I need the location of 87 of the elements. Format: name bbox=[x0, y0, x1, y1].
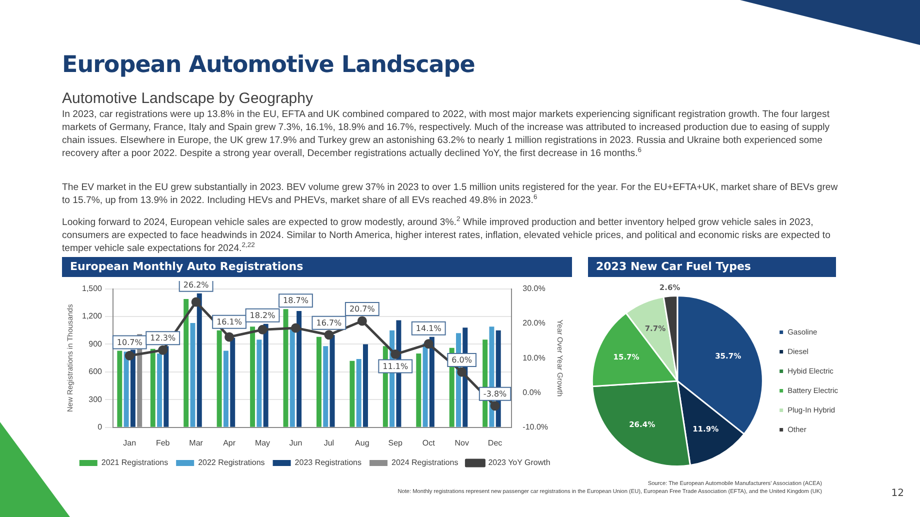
point bbox=[158, 345, 168, 355]
legend-label: 2023 Registrations bbox=[294, 458, 362, 468]
x-tick-label: Oct bbox=[422, 438, 436, 448]
bar bbox=[124, 352, 129, 427]
data-label: 14.1% bbox=[416, 324, 442, 333]
bar bbox=[157, 353, 162, 427]
y2-tick-label: 10.0% bbox=[522, 353, 546, 362]
point bbox=[124, 350, 134, 360]
text: Looking forward to 2024, European vehicle sales are expected to grow modestly, around 3%.$^{2}$ While improved production and better inventory helped grow vehicle sales in 2023, consumers are expected to face headwinds in 2024. Similar to North America, higher interest rates, inflation, elevated vehicle prices, and political and economic risks are expected to temper vehicle sale expectations for 2024.$^{2,22}$ bbox=[62, 216, 832, 255]
x-tick-label: Jun bbox=[289, 438, 302, 448]
y2-tick-label: 30.0% bbox=[522, 284, 546, 294]
y-tick-label: 900 bbox=[88, 339, 103, 348]
bar bbox=[164, 346, 169, 427]
y-tick-label: 1,200 bbox=[82, 312, 103, 321]
bar bbox=[150, 348, 156, 427]
chart-title: European Monthly Auto Registrations bbox=[62, 257, 572, 277]
data-label: 18.7% bbox=[283, 296, 309, 306]
y-tick-label: 1,500 bbox=[82, 284, 103, 294]
y-tick-label: 600 bbox=[88, 367, 103, 376]
point bbox=[390, 350, 400, 360]
point bbox=[490, 401, 500, 411]
bar bbox=[296, 310, 302, 427]
data-label: 16.1% bbox=[216, 317, 242, 326]
text: European Automotive Landscape bbox=[62, 52, 475, 78]
point bbox=[224, 332, 234, 342]
x-tick-label: Dec bbox=[488, 438, 502, 448]
x-tick-label: Jul bbox=[324, 438, 334, 448]
y-tick-label: 0 bbox=[98, 422, 103, 432]
data-label: 10.7% bbox=[116, 338, 143, 347]
bar bbox=[184, 298, 189, 427]
legend-label: 2022 Registrations bbox=[198, 458, 265, 468]
bar bbox=[290, 328, 295, 427]
x-tick-label: Aug bbox=[355, 438, 370, 448]
text: In 2023, car registrations were up 13.8% in the EU, EFTA and UK combined compared to 2022, with most major markets experiencing significant registration growth. The four largest markets of Germany, France, Italy and Spain grew 7.3%, 16.1%, 18.9% and 16.7%, respectively. Much of the increase was attributed to increased production due to easing of supply chain issues. Elsewhere in Europe, the UK grew 17.9% and Turkey grew an astonishing 63.2% to nearly 1 million registrations in 2023. Russia and Ukraine both experienced some recovery after a poor 2022. Despite a strong year overall, December registrations actually declined YoY, the first decrease in 16 months.$^{6}$ bbox=[62, 108, 831, 160]
x-tick-label: Mar bbox=[189, 438, 204, 448]
bar bbox=[216, 330, 222, 427]
x-tick-label: May bbox=[254, 438, 270, 448]
bar bbox=[190, 322, 196, 427]
data-label: 16.7% bbox=[316, 318, 342, 328]
text: The EV market in the EU grew substantially in 2023. BEV volume grew 37% in 2023 to over 1.5 million units registered for the year. For the EU+EFTA+UK, market share of BEVs grew to 15.7%, up from 13.9% in 2022. Including HEVs and PHEVs, market share of all EVs reached 49.8% in 2023.$^{6}$ bbox=[62, 181, 839, 207]
legend-label: 2023 YoY Growth bbox=[488, 458, 550, 468]
bar bbox=[283, 309, 288, 427]
bar bbox=[196, 293, 202, 427]
data-label: 12.3% bbox=[150, 334, 176, 343]
point bbox=[457, 367, 467, 377]
y2-tick-label: 20.0% bbox=[522, 318, 546, 328]
data-label: 20.7% bbox=[349, 304, 376, 314]
data-label: 6.0% bbox=[452, 356, 472, 365]
bar bbox=[263, 324, 268, 427]
data-label: -3.8% bbox=[483, 389, 508, 398]
bar bbox=[416, 353, 422, 427]
point bbox=[324, 330, 334, 340]
x-tick-label: Feb bbox=[156, 438, 170, 448]
text: Automotive Landscape by Geography bbox=[62, 90, 313, 107]
x-tick-label: Apr bbox=[223, 438, 236, 448]
x-tick-label: Jan bbox=[123, 438, 136, 448]
point bbox=[258, 324, 268, 334]
bar bbox=[350, 360, 355, 427]
data-label: 18.2% bbox=[250, 310, 276, 320]
data-label: 11.1% bbox=[382, 362, 408, 371]
bar bbox=[316, 336, 322, 427]
data-label: 26.2% bbox=[183, 280, 210, 290]
text: 12 bbox=[891, 488, 904, 499]
bar bbox=[256, 340, 262, 427]
x-tick-label: Sep bbox=[388, 438, 404, 448]
bar bbox=[250, 326, 256, 427]
bar bbox=[323, 346, 328, 427]
bar bbox=[356, 359, 362, 427]
legend-label: 2024 Registrations bbox=[392, 458, 458, 468]
bar bbox=[362, 344, 368, 427]
bar bbox=[422, 343, 428, 427]
point bbox=[191, 297, 201, 307]
point bbox=[357, 316, 367, 326]
y2-tick-label: 0.0% bbox=[522, 388, 541, 397]
point bbox=[424, 339, 434, 349]
bar bbox=[117, 350, 122, 427]
bar bbox=[223, 350, 228, 427]
bar bbox=[330, 335, 335, 427]
y2-tick-label: -10.0% bbox=[522, 422, 548, 432]
bar bbox=[130, 350, 136, 427]
point bbox=[290, 323, 300, 333]
legend-label: 2021 Registrations bbox=[101, 458, 168, 468]
bar bbox=[230, 338, 236, 427]
y-tick-label: 300 bbox=[88, 394, 103, 404]
x-tick-label: Nov bbox=[454, 438, 469, 448]
bar bbox=[429, 336, 434, 427]
chart-title: 2023 New Car Fuel Types bbox=[588, 257, 836, 277]
